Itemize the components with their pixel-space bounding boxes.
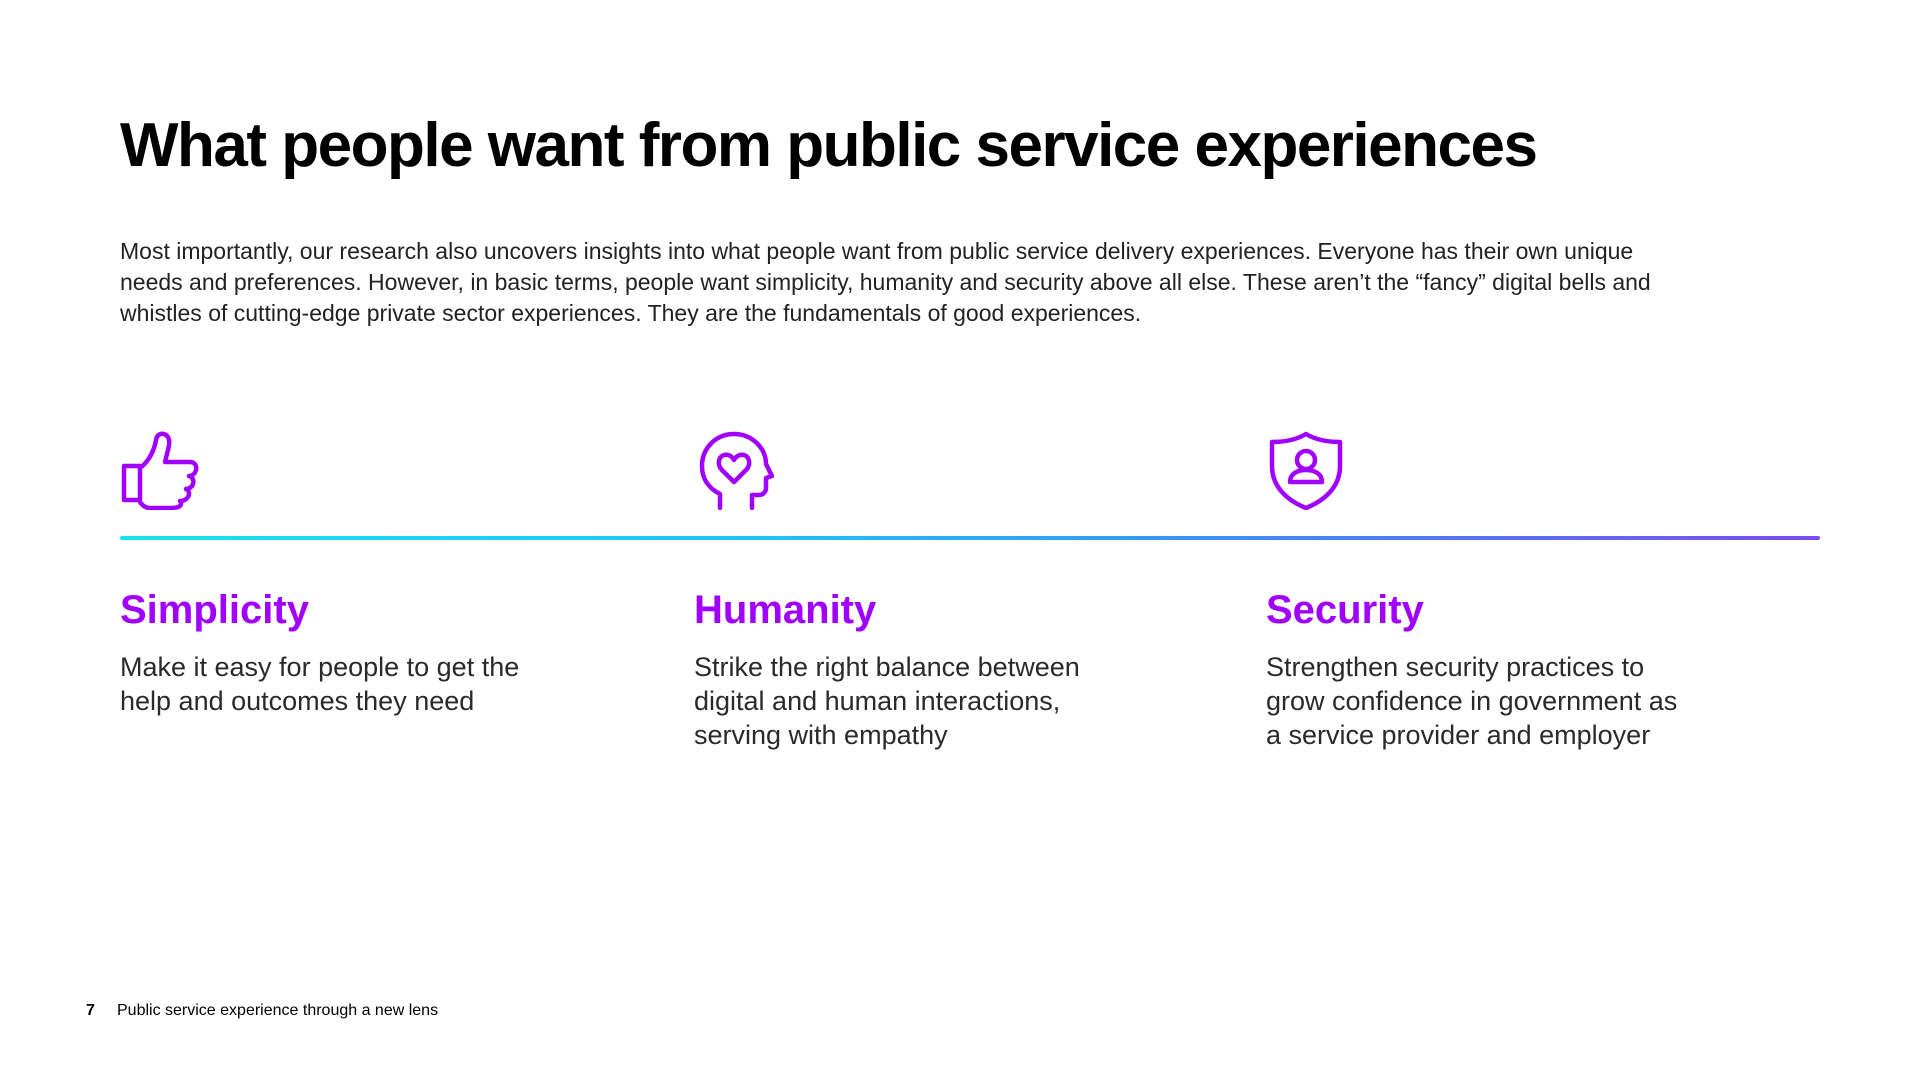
pillar-simplicity: Simplicity Make it easy for people to ge… (120, 582, 600, 718)
page-title: What people want from public service exp… (120, 111, 1538, 180)
pillar-description: Strengthen security practices to grow co… (1266, 652, 1678, 750)
intro-paragraph: Most importantly, our research also unco… (120, 238, 1651, 326)
thumbs-up-icon (120, 430, 200, 510)
pillar-heading: Security (1266, 588, 1424, 632)
page-footer: 7 Public service experience through a new… (86, 1002, 438, 1020)
footer-label: Public service experience through a new … (117, 1002, 439, 1019)
pillar-description: Strike the right balance between digital… (694, 652, 1080, 750)
page-number: 7 (86, 1002, 95, 1019)
pillar-security: Security Strengthen security practices t… (1266, 582, 1746, 752)
pillar-humanity: Humanity Strike the right balance betwee… (694, 582, 1174, 752)
pillar-heading: Simplicity (120, 588, 309, 632)
shield-person-icon (1266, 430, 1346, 510)
head-heart-icon (694, 430, 774, 510)
pillar-description: Make it easy for people to get the help … (120, 652, 520, 716)
gradient-divider (120, 536, 1820, 540)
pillar-heading: Humanity (694, 588, 877, 632)
